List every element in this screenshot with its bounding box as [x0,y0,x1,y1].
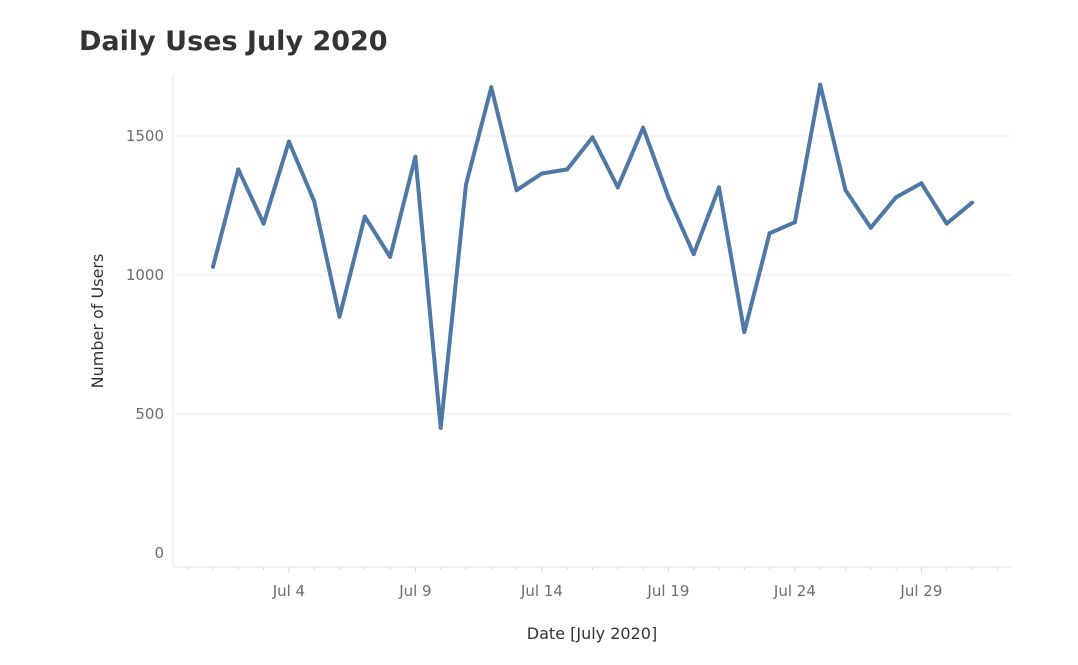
x-tick-label-jul-29: Jul 29 [899,582,942,600]
data-points [211,82,974,430]
data-point-jul-12 [489,85,494,90]
y-tick-labels: 0 500 1000 1500 [126,127,164,562]
y-tick-label-0: 0 [154,544,164,562]
x-tick-label-jul-4: Jul 4 [272,582,305,600]
data-point-jul-19 [666,195,671,200]
data-point-jul-24 [792,220,797,225]
data-point-jul-23 [767,231,772,236]
x-minor-ticks [187,567,998,573]
data-point-jul-22 [742,330,747,334]
data-point-jul-5 [312,199,317,204]
data-point-jul-11 [464,182,468,187]
x-tick-labels: Jul 4 Jul 9 Jul 14 Jul 19 Jul 24 Jul 29 [272,582,943,600]
x-tick-label-jul-19: Jul 19 [646,582,689,600]
data-point-jul-10 [438,425,443,430]
data-point-jul-31 [970,200,974,205]
data-point-jul-29 [919,181,924,186]
y-axis-title: Number of Users [88,254,107,389]
x-tick-label-jul-14: Jul 14 [520,582,563,600]
data-point-jul-7 [362,214,367,219]
gridlines [173,135,1012,415]
data-point-jul-8 [388,254,393,259]
chart-title: Daily Uses July 2020 [79,26,388,57]
data-point-jul-2 [236,167,241,172]
data-point-jul-14 [539,171,544,176]
data-point-jul-4 [286,139,291,144]
data-point-jul-16 [590,135,595,140]
data-point-jul-20 [691,252,696,257]
data-point-jul-26 [843,188,848,193]
data-point-jul-15 [565,167,570,172]
data-point-jul-21 [717,185,721,190]
data-point-jul-25 [818,82,823,87]
y-tick-label-500: 500 [135,405,164,423]
data-point-jul-13 [514,188,519,193]
data-point-jul-6 [337,314,342,319]
data-point-jul-17 [615,185,620,190]
x-tick-label-jul-24: Jul 24 [773,582,816,600]
y-tick-label-1500: 1500 [126,127,164,145]
data-point-jul-1 [211,264,215,269]
data-point-jul-3 [261,221,266,226]
data-point-jul-18 [641,125,646,130]
data-point-jul-27 [868,225,873,230]
data-point-jul-30 [944,221,949,226]
data-point-jul-9 [413,154,418,159]
data-point-jul-28 [894,195,899,200]
x-axis-title: Date [July 2020] [527,624,657,643]
y-tick-label-1000: 1000 [126,266,164,284]
x-tick-label-jul-9: Jul 9 [398,582,431,600]
